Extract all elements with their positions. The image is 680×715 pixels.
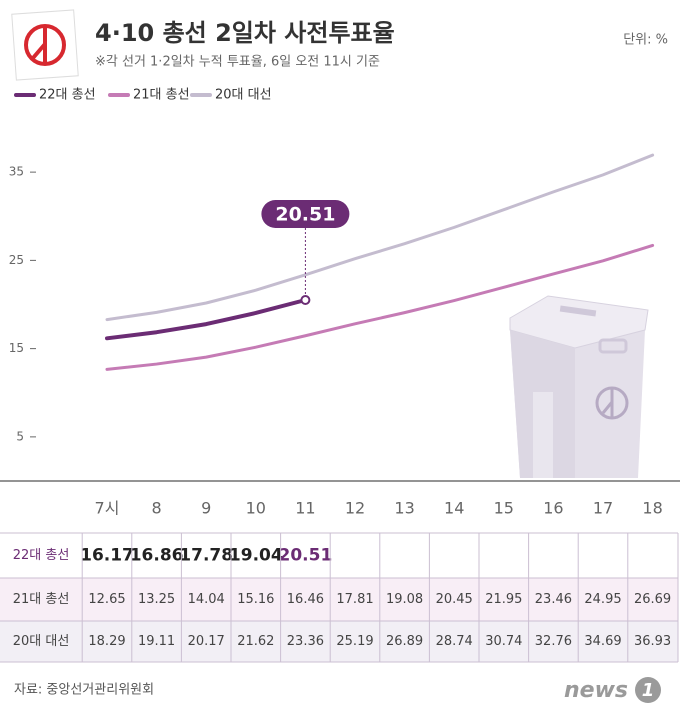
x-tick-label: 10 [246, 499, 266, 518]
table-value: 25.19 [336, 634, 373, 649]
legend-label: 21대 총선 [133, 88, 190, 103]
table-value: 20.45 [436, 592, 473, 607]
subtitle: ※각 선거 1·2일차 누적 투표율, 6일 오전 11시 기준 [95, 55, 380, 70]
x-tick-label: 18 [642, 499, 662, 518]
x-tick-label: 16 [543, 499, 563, 518]
ballot-logo [11, 9, 79, 81]
x-tick-label: 7시 [95, 499, 120, 518]
table-value: 26.69 [634, 592, 671, 607]
x-tick-label: 14 [444, 499, 464, 518]
x-tick-label: 9 [201, 499, 211, 518]
title: 4·10 총선 2일차 사전투표율 [95, 19, 395, 47]
table-value: 26.89 [386, 634, 423, 649]
logo-badge [635, 677, 661, 703]
table-row [0, 533, 678, 578]
table-value: 24.95 [584, 592, 621, 607]
table-value: 36.93 [634, 634, 671, 649]
table-value: 12.65 [88, 592, 125, 607]
x-tick-label: 17 [593, 499, 613, 518]
row-label: 22대 총선 [13, 548, 70, 563]
table-value: 32.76 [535, 634, 572, 649]
table-value: 19.08 [386, 592, 423, 607]
series-line [105, 297, 308, 341]
table-value: 20.51 [279, 546, 333, 566]
callout-label: 20.51 [275, 204, 335, 226]
y-tick-label: 5 [16, 429, 24, 443]
logo-text: news [564, 678, 628, 703]
logo-mark: 1 [642, 680, 655, 701]
row-label: 21대 총선 [13, 592, 70, 607]
series-line [105, 153, 655, 322]
table-value: 19.11 [138, 634, 175, 649]
y-tick-label: 25 [9, 253, 24, 267]
table-value: 16.17 [80, 546, 134, 566]
table-value: 19.04 [229, 546, 283, 566]
source: 자료: 중앙선거관리위원회 [14, 683, 154, 698]
table-value: 16.86 [130, 546, 184, 566]
y-tick-label: 35 [9, 165, 24, 179]
table-value: 34.69 [584, 634, 621, 649]
x-tick-label: 12 [345, 499, 365, 518]
ballot-box [509, 295, 649, 478]
table-row [0, 621, 678, 662]
table-row [0, 578, 678, 621]
table-value: 23.46 [535, 592, 572, 607]
callout-point [300, 294, 311, 305]
callout-box [261, 200, 350, 228]
row-label: 20대 대선 [13, 634, 70, 649]
table-value: 21.62 [237, 634, 274, 649]
x-tick-label: 8 [152, 499, 162, 518]
table-value: 21.95 [485, 592, 522, 607]
table-value: 18.29 [88, 634, 125, 649]
table-value: 17.78 [179, 546, 233, 566]
table-value: 20.17 [188, 634, 225, 649]
table-value: 17.81 [336, 592, 373, 607]
unit-note: 단위: % [623, 33, 668, 48]
legend-label: 20대 대선 [215, 88, 272, 103]
x-tick-label: 11 [295, 499, 315, 518]
x-tick-label: 15 [494, 499, 514, 518]
table-value: 16.46 [287, 592, 324, 607]
x-tick-label: 13 [394, 499, 414, 518]
table-value: 14.04 [188, 592, 225, 607]
series-line [105, 243, 655, 371]
table-value: 15.16 [237, 592, 274, 607]
table-value: 23.36 [287, 634, 324, 649]
table-value: 30.74 [485, 634, 522, 649]
table-value: 13.25 [138, 592, 175, 607]
y-tick-label: 15 [9, 341, 24, 355]
table-value: 28.74 [436, 634, 473, 649]
legend-label: 22대 총선 [39, 88, 96, 103]
